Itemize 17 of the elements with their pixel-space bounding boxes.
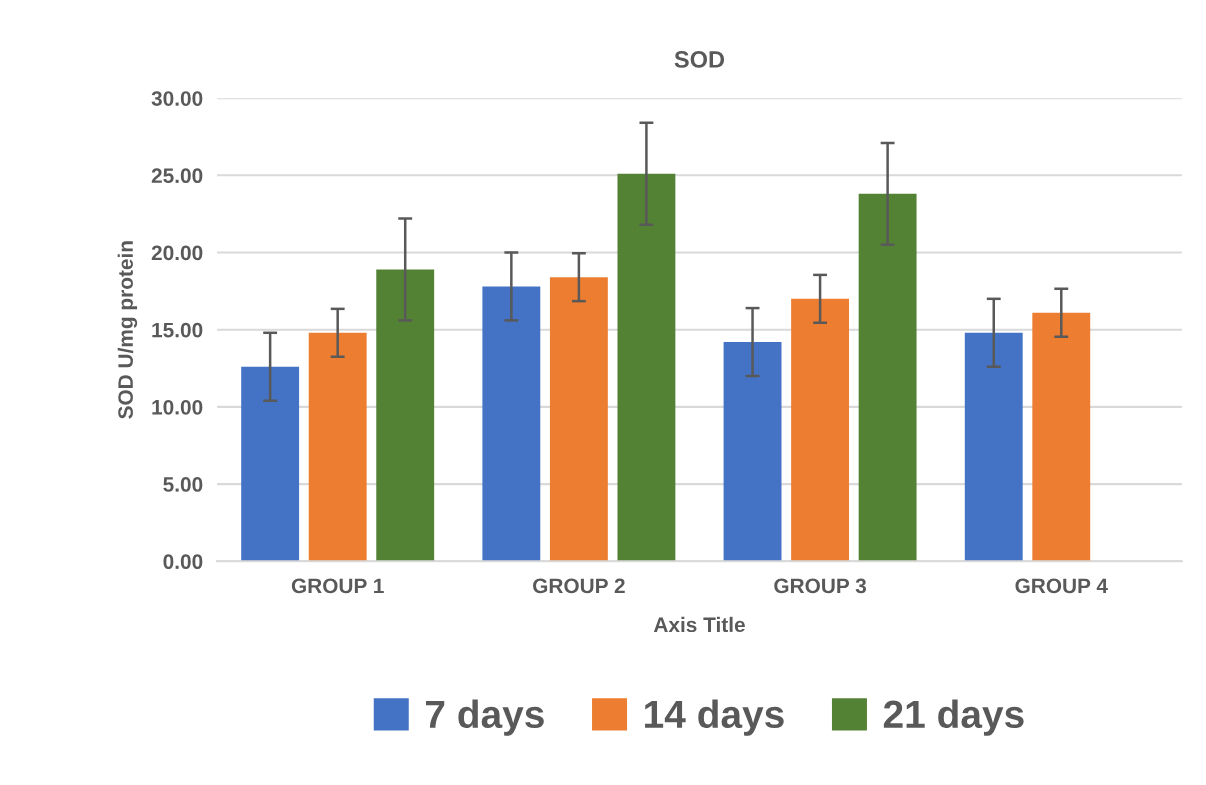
y-tick-label: 25.00 (151, 168, 203, 184)
y-tick-label: 5.00 (163, 477, 203, 492)
y-axis-title: SOD U/mg protein (117, 241, 138, 419)
legend-label: 14 days (645, 699, 784, 736)
y-tick-label: 20.00 (151, 245, 203, 261)
x-tick-label: GROUP 2 (533, 578, 625, 594)
y-tick-label: 0.00 (163, 554, 203, 570)
legend-label: 21 days (883, 699, 1024, 736)
chart-title: SOD (674, 51, 725, 68)
x-tick-label: GROUP 3 (774, 578, 867, 594)
y-tick-label: 30.00 (151, 91, 203, 106)
y-tick-label: 10.00 (152, 399, 203, 415)
x-tick-label: GROUP 4 (1015, 578, 1108, 594)
legend-label: 7 days (425, 699, 544, 736)
x-tick-label: GROUP 1 (291, 578, 384, 594)
x-axis-title: Axis Title (653, 616, 745, 633)
y-tick-label: 15.00 (152, 322, 203, 338)
